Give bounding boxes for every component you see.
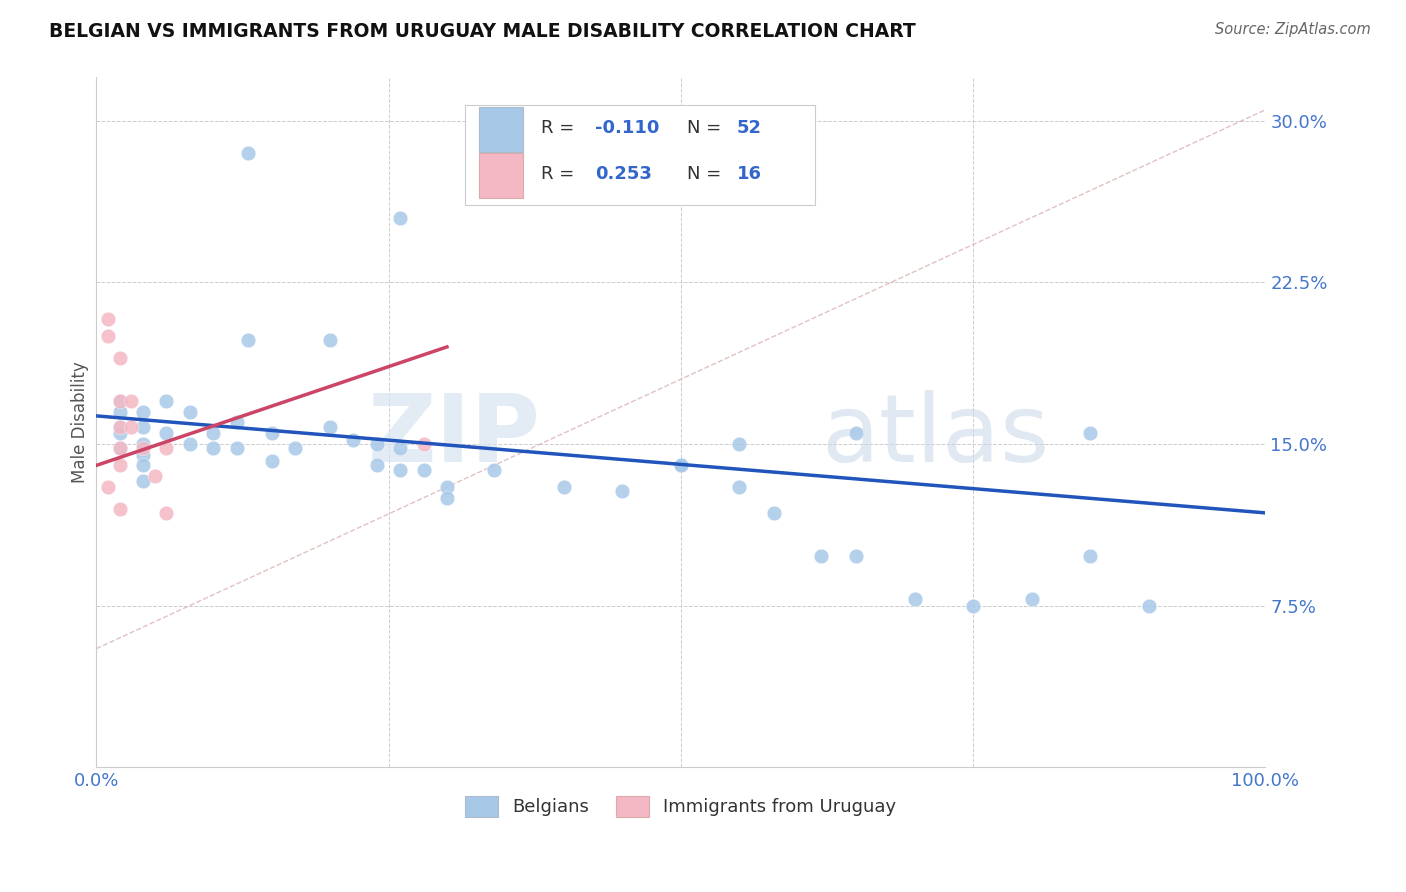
FancyBboxPatch shape	[478, 153, 523, 198]
Point	[260, 426, 283, 441]
Point	[962, 599, 984, 613]
Point	[482, 463, 505, 477]
FancyBboxPatch shape	[478, 107, 523, 152]
Point	[238, 334, 260, 348]
Text: atlas: atlas	[821, 390, 1049, 483]
Point	[108, 441, 131, 455]
Point	[108, 426, 131, 441]
Text: ZIP: ZIP	[367, 390, 540, 483]
Point	[155, 441, 177, 455]
Point	[97, 329, 120, 343]
Point	[389, 441, 412, 455]
Point	[202, 441, 225, 455]
Point	[319, 334, 342, 348]
Text: R =: R =	[540, 119, 579, 136]
Point	[155, 393, 177, 408]
Point	[389, 463, 412, 477]
Point	[108, 458, 131, 473]
Point	[108, 404, 131, 418]
Point	[108, 419, 131, 434]
Point	[132, 448, 155, 462]
FancyBboxPatch shape	[464, 105, 815, 205]
Point	[132, 404, 155, 418]
Point	[366, 437, 388, 451]
Point	[155, 506, 177, 520]
Point	[202, 426, 225, 441]
Point	[260, 454, 283, 468]
Text: BELGIAN VS IMMIGRANTS FROM URUGUAY MALE DISABILITY CORRELATION CHART: BELGIAN VS IMMIGRANTS FROM URUGUAY MALE …	[49, 22, 915, 41]
Point	[810, 549, 832, 563]
Point	[132, 474, 155, 488]
Point	[97, 480, 120, 494]
Legend: Belgians, Immigrants from Uruguay: Belgians, Immigrants from Uruguay	[458, 789, 904, 824]
Point	[412, 463, 434, 477]
Point	[728, 437, 751, 451]
Point	[284, 441, 307, 455]
Point	[108, 351, 131, 365]
Point	[108, 501, 131, 516]
Point	[108, 419, 131, 434]
Point	[108, 393, 131, 408]
Point	[132, 441, 155, 455]
Point	[225, 441, 247, 455]
Text: 16: 16	[737, 165, 762, 183]
Point	[97, 311, 120, 326]
Point	[366, 458, 388, 473]
Point	[845, 549, 868, 563]
Point	[669, 458, 692, 473]
Point	[108, 393, 131, 408]
Point	[845, 426, 868, 441]
Point	[412, 437, 434, 451]
Point	[904, 592, 927, 607]
Point	[728, 480, 751, 494]
Point	[612, 484, 634, 499]
Point	[179, 437, 201, 451]
Point	[143, 469, 166, 483]
Point	[669, 458, 692, 473]
Point	[238, 145, 260, 160]
Point	[1078, 426, 1101, 441]
Point	[1078, 549, 1101, 563]
Point	[120, 393, 142, 408]
Point	[436, 491, 458, 505]
Point	[132, 458, 155, 473]
Point	[155, 426, 177, 441]
Text: N =: N =	[686, 165, 727, 183]
Y-axis label: Male Disability: Male Disability	[72, 361, 89, 483]
Point	[108, 441, 131, 455]
Point	[342, 433, 364, 447]
Point	[1137, 599, 1160, 613]
Text: -0.110: -0.110	[596, 119, 659, 136]
Point	[225, 415, 247, 429]
Point	[319, 419, 342, 434]
Point	[763, 506, 786, 520]
Text: Source: ZipAtlas.com: Source: ZipAtlas.com	[1215, 22, 1371, 37]
Point	[1021, 592, 1043, 607]
Point	[553, 480, 575, 494]
Text: 0.253: 0.253	[596, 165, 652, 183]
Text: N =: N =	[686, 119, 727, 136]
Point	[120, 419, 142, 434]
Point	[132, 419, 155, 434]
Text: R =: R =	[540, 165, 579, 183]
Point	[179, 404, 201, 418]
Text: 52: 52	[737, 119, 762, 136]
Point	[436, 480, 458, 494]
Point	[389, 211, 412, 225]
Point	[132, 437, 155, 451]
